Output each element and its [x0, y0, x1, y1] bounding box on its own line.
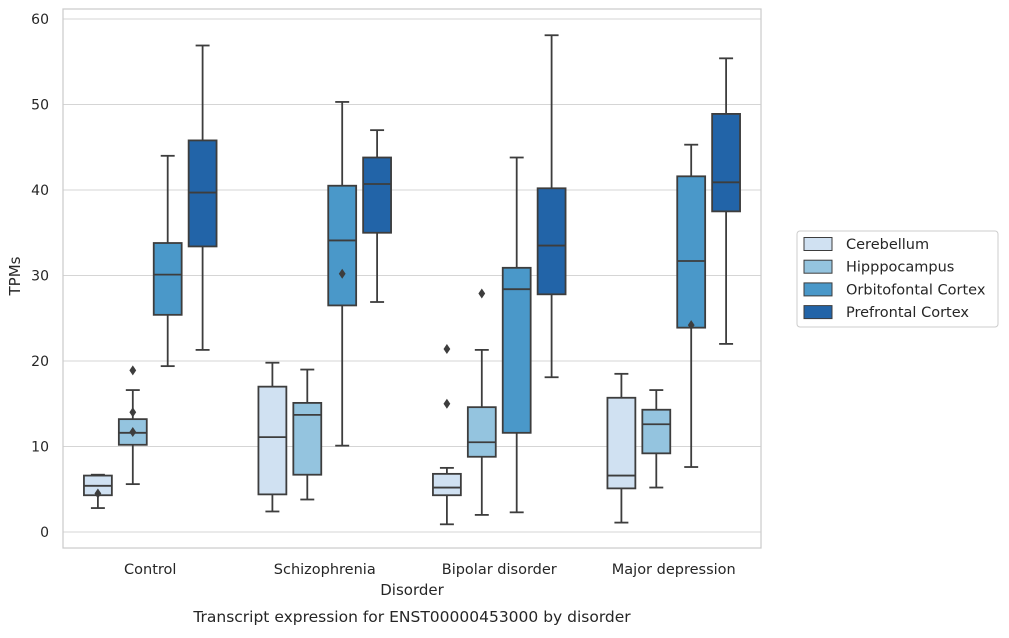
box-plot: [432, 344, 462, 526]
box-iqr: [536, 187, 567, 296]
y-tick-label: 20: [31, 354, 49, 370]
outlier-point: [443, 344, 451, 355]
outlier-point: [94, 488, 102, 499]
box-iqr: [711, 113, 741, 213]
outlier-point: [129, 365, 137, 376]
box-plot: [327, 101, 358, 447]
box-plot: [83, 473, 113, 509]
y-tick-labels: 0 10 20 30 40 50 60: [31, 12, 49, 541]
legend-swatch: [803, 282, 833, 297]
legend-swatch: [803, 237, 833, 251]
box-iqr: [466, 406, 497, 458]
box-plot: [536, 34, 567, 379]
y-tick-label: 0: [40, 525, 49, 541]
x-tick-label: Major depression: [612, 562, 736, 578]
outlier-point: [687, 320, 695, 331]
box-plot: [501, 156, 532, 514]
box-iqr: [501, 266, 532, 434]
legend-swatch: [803, 259, 833, 274]
figure-caption: Transcript expression for ENST0000045300…: [192, 608, 631, 626]
box-plot: [676, 143, 707, 468]
box-iqr: [292, 401, 323, 476]
y-tick-label: 10: [31, 440, 49, 456]
box-plot: [292, 368, 323, 501]
legend-items: Cerebellum Hipppocampus Orbitofontal Corte…: [803, 237, 986, 321]
legend-label: Orbitofontal Cortex: [846, 282, 986, 298]
outlier-point: [443, 398, 451, 409]
box-plot: [466, 288, 497, 516]
box-iqr: [257, 385, 288, 496]
box-plot: [606, 372, 637, 524]
outlier-point: [129, 426, 137, 437]
x-tick-label: Schizophrenia: [274, 562, 376, 578]
box-plot: [117, 365, 148, 486]
box-iqr: [641, 408, 672, 455]
x-tick-label: Bipolar disorder: [442, 562, 557, 578]
plot-frame: [62, 8, 762, 549]
box-iqr: [432, 472, 462, 497]
legend-label: Cerebellum: [846, 237, 929, 253]
y-tick-label: 30: [31, 269, 49, 285]
legend-frame: [796, 230, 999, 328]
box-iqr: [152, 242, 183, 316]
box-iqr: [606, 396, 637, 490]
outlier-point: [338, 268, 346, 279]
legend-label: Prefrontal Cortex: [846, 305, 969, 321]
box-plot: [362, 129, 392, 303]
x-tick-labels: Control Schizophrenia Bipolar disorder Majo…: [124, 562, 736, 578]
y-tick-label: 50: [31, 98, 49, 114]
box-plot: [187, 44, 218, 351]
box-iqr: [327, 184, 358, 307]
box-iqr: [362, 156, 392, 234]
legend: Cerebellum Hipppocampus Orbitofontal Corte…: [796, 230, 999, 328]
y-tick-label: 40: [31, 183, 49, 199]
outlier-point: [129, 407, 137, 418]
box-plots: [83, 34, 741, 526]
x-tick-label: Control: [124, 562, 176, 578]
legend-label: Hipppocampus: [846, 260, 954, 276]
box-plot: [152, 154, 183, 368]
outlier-point: [478, 288, 486, 299]
y-tick-label: 60: [31, 12, 49, 28]
box-plot: [257, 361, 288, 513]
y-axis-label: TPMs: [6, 256, 24, 296]
box-iqr: [676, 175, 707, 329]
box-plot: [711, 57, 741, 345]
box-plot: [641, 389, 672, 489]
x-axis-label: Disorder: [380, 581, 444, 599]
legend-swatch: [803, 305, 833, 320]
